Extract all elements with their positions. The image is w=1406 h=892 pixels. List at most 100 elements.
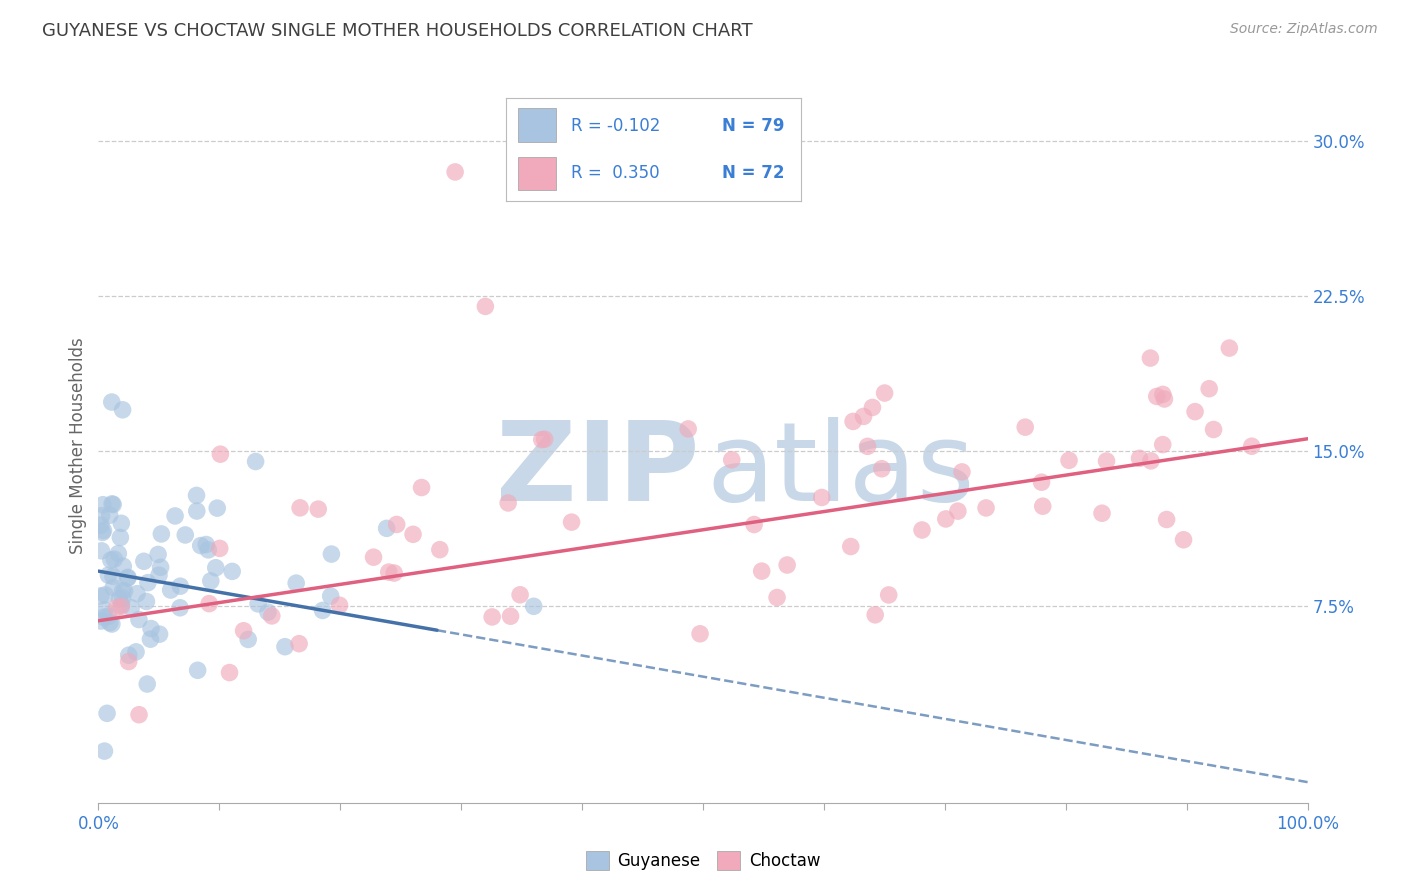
Point: [1091, 506, 1114, 520]
Y-axis label: Single Mother Households: Single Mother Households: [69, 338, 87, 554]
Point: [720, 453, 742, 467]
Point: [96, 706, 118, 721]
Point: [190, 539, 212, 553]
Point: [103, 581, 125, 595]
Point: [561, 515, 583, 529]
Point: [169, 600, 191, 615]
Point: [101, 497, 124, 511]
Point: [1031, 475, 1053, 490]
Point: [1032, 500, 1054, 514]
Point: [810, 491, 832, 505]
Point: [935, 512, 957, 526]
Point: [125, 587, 148, 601]
Point: [481, 610, 503, 624]
Point: [101, 498, 124, 512]
Point: [93, 524, 115, 538]
Point: [1173, 533, 1195, 547]
Point: [1095, 454, 1118, 468]
Point: [205, 501, 228, 516]
Point: [1152, 437, 1174, 451]
Point: [97, 609, 120, 624]
Point: [375, 521, 398, 535]
Point: [111, 583, 134, 598]
Point: [1152, 387, 1174, 401]
Point: [1198, 382, 1220, 396]
Point: [208, 541, 231, 556]
Point: [1202, 423, 1225, 437]
Point: [1140, 454, 1163, 468]
Point: [197, 542, 219, 557]
Point: [245, 454, 267, 468]
Point: [90, 544, 112, 558]
Point: [676, 422, 699, 436]
Point: [90, 589, 112, 603]
Point: [90, 614, 112, 628]
Point: [93, 744, 115, 758]
Point: [523, 599, 546, 614]
Point: [1153, 392, 1175, 406]
Point: [862, 401, 884, 415]
Point: [319, 589, 342, 603]
Point: [232, 624, 254, 638]
Point: [1184, 404, 1206, 418]
Point: [1014, 420, 1036, 434]
Point: [499, 609, 522, 624]
Point: [186, 488, 208, 502]
Point: [111, 591, 134, 605]
Point: [1218, 341, 1240, 355]
FancyBboxPatch shape: [517, 109, 557, 142]
Point: [110, 599, 132, 614]
Point: [111, 402, 134, 417]
Point: [238, 632, 260, 647]
Text: ZIP: ZIP: [496, 417, 699, 524]
Point: [108, 591, 131, 606]
Point: [751, 564, 773, 578]
Text: Source: ZipAtlas.com: Source: ZipAtlas.com: [1230, 22, 1378, 37]
Point: [165, 508, 187, 523]
Point: [385, 517, 408, 532]
Point: [117, 571, 139, 585]
Text: GUYANESE VS CHOCTAW SINGLE MOTHER HOUSEHOLDS CORRELATION CHART: GUYANESE VS CHOCTAW SINGLE MOTHER HOUSEH…: [42, 22, 752, 40]
Point: [496, 496, 519, 510]
Point: [114, 583, 136, 598]
Point: [321, 547, 343, 561]
Point: [274, 640, 297, 654]
Text: R = -0.102: R = -0.102: [571, 117, 661, 135]
Point: [117, 570, 139, 584]
Point: [689, 627, 711, 641]
Point: [328, 599, 350, 613]
Text: R =  0.350: R = 0.350: [571, 164, 659, 182]
Point: [91, 525, 114, 540]
Point: [103, 552, 125, 566]
Text: N = 72: N = 72: [721, 164, 785, 182]
Point: [94, 588, 117, 602]
Point: [247, 597, 270, 611]
Point: [1057, 453, 1080, 467]
Point: [105, 600, 128, 615]
Point: [195, 537, 218, 551]
Point: [1240, 439, 1263, 453]
Point: [139, 632, 162, 647]
Point: [285, 576, 308, 591]
Point: [91, 498, 114, 512]
Point: [204, 560, 226, 574]
Point: [474, 299, 496, 313]
Point: [1146, 389, 1168, 403]
Point: [950, 465, 973, 479]
Point: [260, 608, 283, 623]
Text: atlas: atlas: [707, 417, 976, 524]
Point: [288, 637, 311, 651]
Point: [135, 594, 157, 608]
Point: [974, 500, 997, 515]
Point: [128, 613, 150, 627]
Point: [200, 574, 222, 588]
Point: [402, 527, 425, 541]
Point: [101, 617, 124, 632]
Point: [363, 550, 385, 565]
Point: [209, 447, 232, 461]
Point: [742, 517, 765, 532]
Point: [110, 516, 132, 531]
Point: [288, 500, 311, 515]
Point: [198, 597, 221, 611]
Point: [530, 433, 553, 447]
